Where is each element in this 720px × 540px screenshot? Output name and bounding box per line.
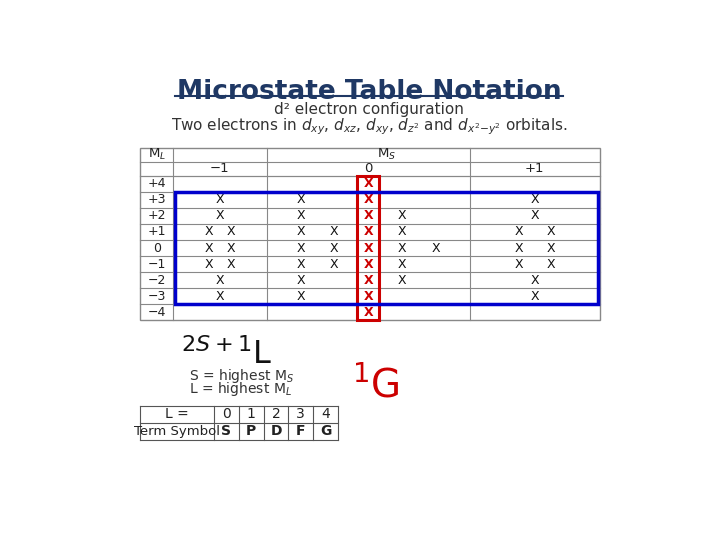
Text: 3: 3 — [297, 407, 305, 421]
Text: 2: 2 — [271, 407, 280, 421]
Text: +1: +1 — [148, 226, 166, 239]
Text: +3: +3 — [148, 193, 166, 206]
Text: X: X — [296, 226, 305, 239]
Text: X: X — [296, 193, 305, 206]
Text: F: F — [296, 424, 305, 438]
Text: G: G — [320, 424, 331, 438]
Text: $^1$G: $^1$G — [352, 365, 400, 404]
Text: X: X — [397, 258, 406, 271]
Text: $^{2S+1}$L: $^{2S+1}$L — [181, 338, 272, 371]
Text: X: X — [330, 226, 338, 239]
Text: X: X — [546, 226, 555, 239]
Text: X: X — [204, 226, 213, 239]
Text: X: X — [215, 274, 224, 287]
Text: X: X — [515, 258, 523, 271]
Text: X: X — [364, 274, 373, 287]
Text: X: X — [531, 274, 539, 287]
Text: X: X — [364, 226, 373, 239]
Text: X: X — [364, 193, 373, 206]
Text: X: X — [215, 193, 224, 206]
Text: +4: +4 — [148, 177, 166, 190]
Text: −1: −1 — [210, 162, 230, 176]
Text: X: X — [546, 241, 555, 254]
Text: D: D — [270, 424, 282, 438]
Text: X: X — [546, 258, 555, 271]
Text: X: X — [397, 226, 406, 239]
Text: X: X — [364, 290, 373, 303]
Text: X: X — [296, 290, 305, 303]
Text: 0: 0 — [222, 407, 231, 421]
Text: −2: −2 — [148, 274, 166, 287]
Text: P: P — [246, 424, 256, 438]
Bar — [140, 148, 600, 320]
Text: X: X — [515, 241, 523, 254]
Text: X: X — [364, 210, 373, 222]
Text: X: X — [204, 241, 213, 254]
Text: X: X — [364, 241, 373, 254]
Text: S: S — [222, 424, 231, 438]
Text: −3: −3 — [148, 290, 166, 303]
Text: X: X — [296, 258, 305, 271]
Text: X: X — [515, 226, 523, 239]
Text: X: X — [397, 210, 406, 222]
Text: X: X — [227, 258, 235, 271]
Text: X: X — [330, 241, 338, 254]
Text: X: X — [364, 258, 373, 271]
Text: X: X — [531, 193, 539, 206]
Text: M$_L$: M$_L$ — [148, 147, 166, 163]
Text: X: X — [215, 290, 224, 303]
Text: L = highest M$_L$: L = highest M$_L$ — [189, 381, 292, 399]
Text: +2: +2 — [148, 210, 166, 222]
Text: 4: 4 — [321, 407, 330, 421]
Text: X: X — [296, 274, 305, 287]
Text: X: X — [204, 258, 213, 271]
Text: M$_S$: M$_S$ — [377, 147, 396, 163]
Text: Two electrons in $d_{xy}$, $d_{xz}$, $d_{xy}$, $d_{z^2}$ and $d_{x^2\mathregular: Two electrons in $d_{xy}$, $d_{xz}$, $d_… — [171, 117, 567, 137]
Text: X: X — [531, 210, 539, 222]
Text: Term Symbol: Term Symbol — [134, 425, 220, 438]
Text: X: X — [227, 226, 235, 239]
Text: X: X — [364, 306, 373, 319]
Text: 0: 0 — [153, 241, 161, 254]
Text: 1: 1 — [247, 407, 256, 421]
Text: L =: L = — [166, 407, 189, 421]
Text: X: X — [364, 177, 373, 190]
Text: X: X — [215, 210, 224, 222]
Bar — [175, 192, 598, 305]
Text: X: X — [431, 241, 440, 254]
Bar — [357, 176, 379, 320]
Text: X: X — [227, 241, 235, 254]
Text: 0: 0 — [364, 162, 372, 176]
Text: S = highest M$_S$: S = highest M$_S$ — [189, 367, 294, 384]
Text: −4: −4 — [148, 306, 166, 319]
Text: X: X — [397, 274, 406, 287]
Text: −1: −1 — [148, 258, 166, 271]
Text: d² electron configuration: d² electron configuration — [274, 102, 464, 117]
Text: X: X — [296, 241, 305, 254]
Text: X: X — [330, 258, 338, 271]
Text: X: X — [296, 210, 305, 222]
Text: +1: +1 — [525, 162, 544, 176]
Text: X: X — [531, 290, 539, 303]
Text: Microstate Table Notation: Microstate Table Notation — [176, 79, 562, 105]
Text: X: X — [397, 241, 406, 254]
